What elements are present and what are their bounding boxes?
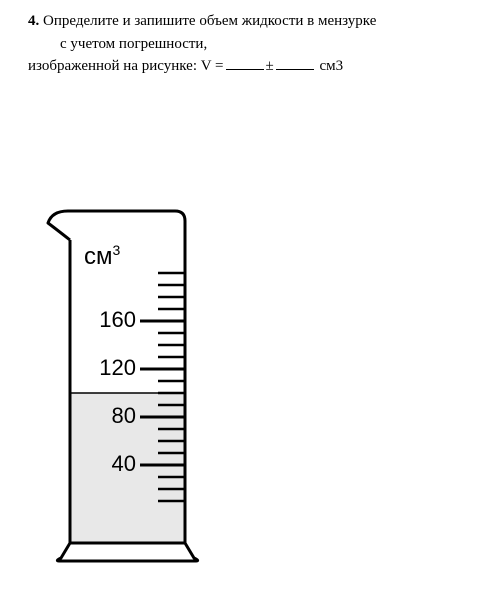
problem-text: 4. Определите и запишите объем жидкости … — [0, 0, 500, 78]
problem-text-1: Определите и запишите объем жидкости в м… — [43, 13, 376, 29]
graduated-cylinder: 160 120 80 40 см3 — [40, 205, 215, 575]
plus-minus: ± — [266, 58, 274, 74]
problem-line-2: с учетом погрешности, — [28, 33, 472, 56]
problem-line-3: изображенной на рисунке: V = ± см3 — [28, 55, 472, 78]
problem-text-3a: изображенной на рисунке: V = — [28, 58, 224, 74]
scale-label: 80 — [112, 403, 136, 429]
cylinder-svg — [40, 205, 215, 575]
scale-label: 160 — [99, 307, 136, 333]
unit-label: см3 — [84, 242, 120, 271]
scale-label: 120 — [99, 355, 136, 381]
problem-line-1: 4. Определите и запишите объем жидкости … — [28, 10, 472, 33]
scale-label: 40 — [112, 451, 136, 477]
answer-blank-error — [276, 55, 314, 70]
problem-number: 4. — [28, 13, 39, 29]
answer-blank-value — [226, 55, 264, 70]
problem-unit: см3 — [320, 58, 344, 74]
